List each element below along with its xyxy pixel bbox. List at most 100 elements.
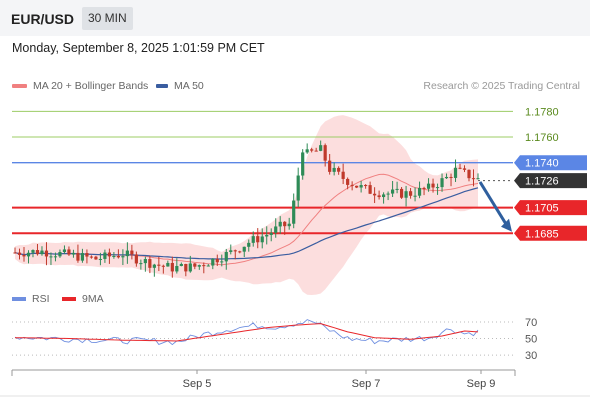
candle-body bbox=[143, 259, 147, 264]
level-label-1.1740: 1.1740 bbox=[525, 158, 559, 170]
candle-body bbox=[35, 250, 40, 255]
candle-body bbox=[435, 187, 440, 189]
candle-body bbox=[103, 252, 107, 259]
candle-body bbox=[471, 178, 476, 180]
legend-rsi: RSI bbox=[12, 293, 50, 305]
candle-body bbox=[80, 253, 85, 261]
legend-ma50: MA 50 bbox=[156, 80, 204, 92]
level-tag-1.1726 bbox=[514, 173, 587, 189]
level-label-1.1726: 1.1726 bbox=[525, 176, 559, 188]
candle-body bbox=[233, 250, 237, 252]
candle-body bbox=[462, 168, 467, 170]
level-label-1.1760: 1.1760 bbox=[525, 132, 559, 144]
candle-body bbox=[112, 255, 116, 257]
candle-body bbox=[395, 188, 399, 190]
candle-body bbox=[404, 191, 408, 198]
rsi-level-label-70: 70 bbox=[525, 317, 537, 329]
candle-body bbox=[170, 262, 174, 272]
candle-body bbox=[444, 176, 449, 179]
candle-body bbox=[368, 185, 372, 194]
chart-header: EUR/USD 30 MIN bbox=[0, 0, 590, 36]
candle-body bbox=[292, 200, 296, 224]
candle-body bbox=[17, 252, 22, 255]
candle-body bbox=[422, 187, 426, 189]
candle-body bbox=[467, 169, 471, 179]
candle-body bbox=[476, 178, 480, 180]
candle-body bbox=[287, 223, 291, 227]
candle-body bbox=[341, 171, 345, 179]
candle-body bbox=[40, 250, 44, 255]
candle-body bbox=[125, 250, 129, 257]
candle-body bbox=[22, 254, 26, 257]
candle-body bbox=[323, 145, 327, 161]
candle-body bbox=[130, 250, 134, 255]
rsi-ma-line bbox=[15, 323, 479, 342]
candle-body bbox=[390, 189, 395, 194]
candle-body bbox=[197, 265, 201, 267]
ma50-swatch bbox=[156, 84, 168, 88]
candle-body bbox=[426, 183, 431, 189]
candle-body bbox=[98, 258, 103, 260]
candle-body bbox=[89, 256, 94, 258]
candle-body bbox=[440, 178, 444, 188]
candle-body bbox=[157, 264, 161, 266]
candle-body bbox=[431, 183, 435, 188]
candle-body bbox=[359, 185, 363, 188]
candle-body bbox=[53, 256, 58, 258]
candle-body bbox=[256, 236, 260, 243]
candle-body bbox=[139, 263, 143, 265]
rsi-pane: 70 50 30 bbox=[12, 317, 537, 362]
candle-body bbox=[458, 167, 462, 169]
interval-badge[interactable]: 30 MIN bbox=[82, 7, 133, 30]
candle-body bbox=[188, 263, 192, 272]
legend-rsi-ma: 9MA bbox=[62, 293, 104, 305]
timestamp: Monday, September 8, 2025 1:01:59 PM CET bbox=[12, 41, 265, 55]
level-tag-1.1740 bbox=[514, 155, 587, 171]
candle-body bbox=[399, 188, 404, 198]
candle-body bbox=[134, 254, 138, 264]
candle-body bbox=[116, 255, 120, 258]
candle-body bbox=[242, 246, 246, 252]
candle-body bbox=[224, 251, 228, 262]
candle-body bbox=[107, 252, 111, 257]
candle-body bbox=[364, 185, 368, 187]
candle-body bbox=[206, 265, 210, 267]
rsi-level-label-50: 50 bbox=[525, 334, 537, 346]
symbol-title: EUR/USD bbox=[11, 11, 75, 27]
rsi-ma-swatch bbox=[62, 297, 76, 301]
candle-body bbox=[148, 259, 152, 268]
candle-body bbox=[314, 150, 318, 152]
forecast-arrowhead bbox=[501, 218, 512, 232]
candle-body bbox=[26, 252, 31, 257]
candle-body bbox=[296, 175, 300, 201]
candle-body bbox=[179, 263, 183, 266]
candle-body bbox=[220, 261, 224, 263]
candle-body bbox=[350, 184, 354, 186]
candle-body bbox=[211, 258, 215, 266]
candle-body bbox=[373, 193, 377, 196]
candle-body bbox=[184, 263, 188, 272]
x-tick-label-Sep 9: Sep 9 bbox=[467, 378, 496, 390]
candle-body bbox=[453, 167, 458, 178]
level-label-1.1780: 1.1780 bbox=[525, 106, 559, 118]
candle-body bbox=[62, 249, 67, 253]
candle-body bbox=[449, 176, 453, 178]
candle-body bbox=[310, 149, 314, 151]
candle-body bbox=[278, 221, 282, 227]
candle-body bbox=[386, 193, 390, 195]
candle-body bbox=[377, 195, 381, 198]
level-tag-1.1685 bbox=[514, 225, 587, 241]
candle-body bbox=[319, 145, 323, 151]
candle-body bbox=[346, 178, 350, 185]
candle-body bbox=[265, 234, 269, 237]
candle-body bbox=[305, 149, 309, 153]
candle-body bbox=[44, 250, 49, 257]
candle-body bbox=[193, 263, 197, 267]
candle-body bbox=[408, 191, 413, 196]
candle-body bbox=[283, 221, 287, 227]
legend-ma20: MA 20 + Bollinger Bands bbox=[12, 80, 148, 92]
candle-body bbox=[31, 250, 35, 253]
candle-body bbox=[332, 167, 336, 172]
candle-body bbox=[238, 251, 242, 253]
